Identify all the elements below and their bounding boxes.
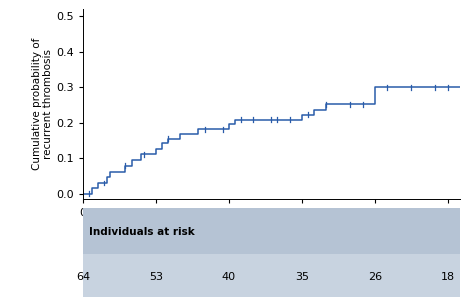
- Text: 35: 35: [295, 272, 309, 282]
- X-axis label: Time to recurrent thrombosis (months): Time to recurrent thrombosis (months): [163, 224, 380, 233]
- Text: 18: 18: [440, 272, 455, 282]
- Text: 26: 26: [368, 272, 382, 282]
- Text: 40: 40: [222, 272, 236, 282]
- Bar: [83, 208, 460, 254]
- Text: 64: 64: [76, 272, 90, 282]
- Text: Individuals at risk: Individuals at risk: [89, 227, 195, 237]
- Text: 53: 53: [149, 272, 163, 282]
- Y-axis label: Cumulative probability of
recurrent thrombosis: Cumulative probability of recurrent thro…: [32, 38, 54, 170]
